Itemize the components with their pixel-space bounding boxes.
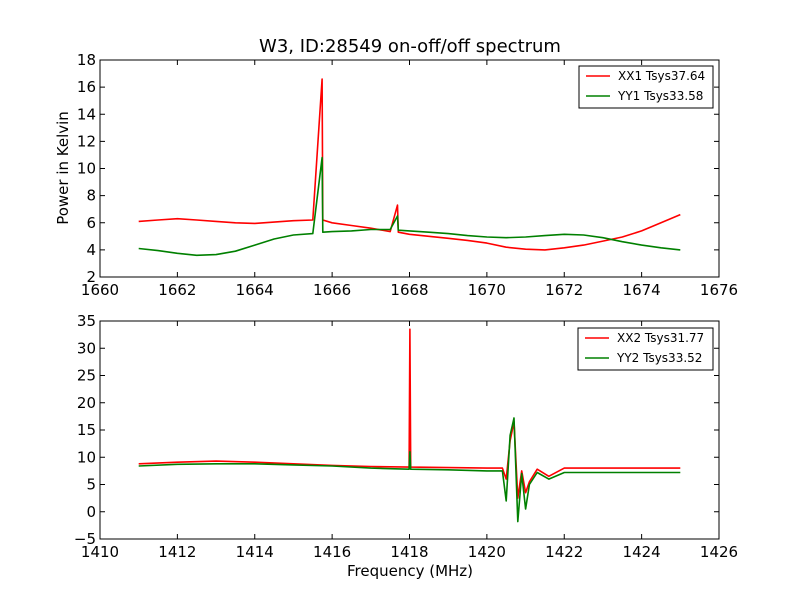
x-tick-label: 1662 xyxy=(158,281,196,299)
series-line-xx2 xyxy=(138,328,681,499)
y-tick-label: 6 xyxy=(86,214,96,232)
plot-frame-top xyxy=(99,59,720,278)
y-tick-label: 14 xyxy=(77,105,96,123)
y-axis-label: Power in Kelvin xyxy=(54,111,72,225)
series-line-yy1 xyxy=(138,156,681,257)
series-line-yy2 xyxy=(138,417,681,523)
y-tick-label: 20 xyxy=(77,394,96,412)
x-tick-label: 1424 xyxy=(623,543,661,561)
x-tick-label: 1670 xyxy=(468,281,506,299)
x-tick-label: 1666 xyxy=(313,281,351,299)
y-tick-label: 18 xyxy=(77,51,96,69)
tick-layer-top: 1660 1662 1664 1666 1668 1670 1672 1674 1676 2 4 6 8… xyxy=(77,51,738,299)
chart-title: W3, ID:28549 on-off/off spectrum xyxy=(259,36,561,57)
x-tick-label: 1418 xyxy=(390,543,428,561)
y-tick-label: 12 xyxy=(77,132,96,150)
legend-box xyxy=(578,65,714,109)
x-tick-label: 1668 xyxy=(390,281,428,299)
tick-layer-bottom: 1410 1412 1414 1416 1418 1420 1422 1424 1426 −5 0 5… xyxy=(74,312,738,561)
legend-label-yy1: YY1 Tsys33.58 xyxy=(617,89,703,103)
x-tick-label: 1416 xyxy=(313,543,351,561)
x-tick-label: 1426 xyxy=(700,543,738,561)
y-tick-label: 10 xyxy=(77,448,96,466)
y-tick-label: 15 xyxy=(77,421,96,439)
series-line-xx1 xyxy=(138,78,681,251)
legend-label-xx1: XX1 Tsys37.64 xyxy=(618,69,705,83)
y-tick-label: 4 xyxy=(86,241,96,259)
series-layer-top xyxy=(138,78,681,257)
y-tick-label: 8 xyxy=(86,187,96,205)
x-tick-label: 1422 xyxy=(545,543,583,561)
subplot-bottom: Frequency (MHz) 1410 1412 1414 1416 1418 1420… xyxy=(74,312,738,580)
legend-label-yy2: YY2 Tsys33.52 xyxy=(616,351,702,365)
y-tick-label: 0 xyxy=(86,503,96,521)
x-tick-label: 1676 xyxy=(700,281,738,299)
legend-box xyxy=(577,327,714,371)
y-tick-label: 35 xyxy=(77,312,96,330)
legend-label-xx2: XX2 Tsys31.77 xyxy=(617,331,704,345)
y-tick-label: 25 xyxy=(77,367,96,385)
x-tick-label: 1672 xyxy=(545,281,583,299)
y-tick-label: 30 xyxy=(77,339,96,357)
legend-bottom: XX2 Tsys31.77 YY2 Tsys33.52 xyxy=(577,327,714,371)
x-tick-label: 1664 xyxy=(236,281,274,299)
x-tick-label: 1420 xyxy=(468,543,506,561)
x-tick-label: 1674 xyxy=(623,281,661,299)
x-tick-label: 1410 xyxy=(81,543,119,561)
plot-frame-bottom xyxy=(99,320,720,540)
y-tick-label: 10 xyxy=(77,160,96,178)
legend-top: XX1 Tsys37.64 YY1 Tsys33.58 xyxy=(578,65,714,109)
y-tick-label: 2 xyxy=(86,268,96,286)
x-tick-label: 1660 xyxy=(81,281,119,299)
subplot-top: W3, ID:28549 on-off/off spectrum Power i… xyxy=(54,36,738,299)
x-tick-label: 1414 xyxy=(236,543,274,561)
series-layer-bottom xyxy=(138,328,681,523)
y-tick-label: 5 xyxy=(86,476,96,494)
x-axis-label: Frequency (MHz) xyxy=(347,562,473,580)
y-tick-label: −5 xyxy=(74,530,96,548)
y-tick-label: 16 xyxy=(77,78,96,96)
x-tick-label: 1412 xyxy=(158,543,196,561)
